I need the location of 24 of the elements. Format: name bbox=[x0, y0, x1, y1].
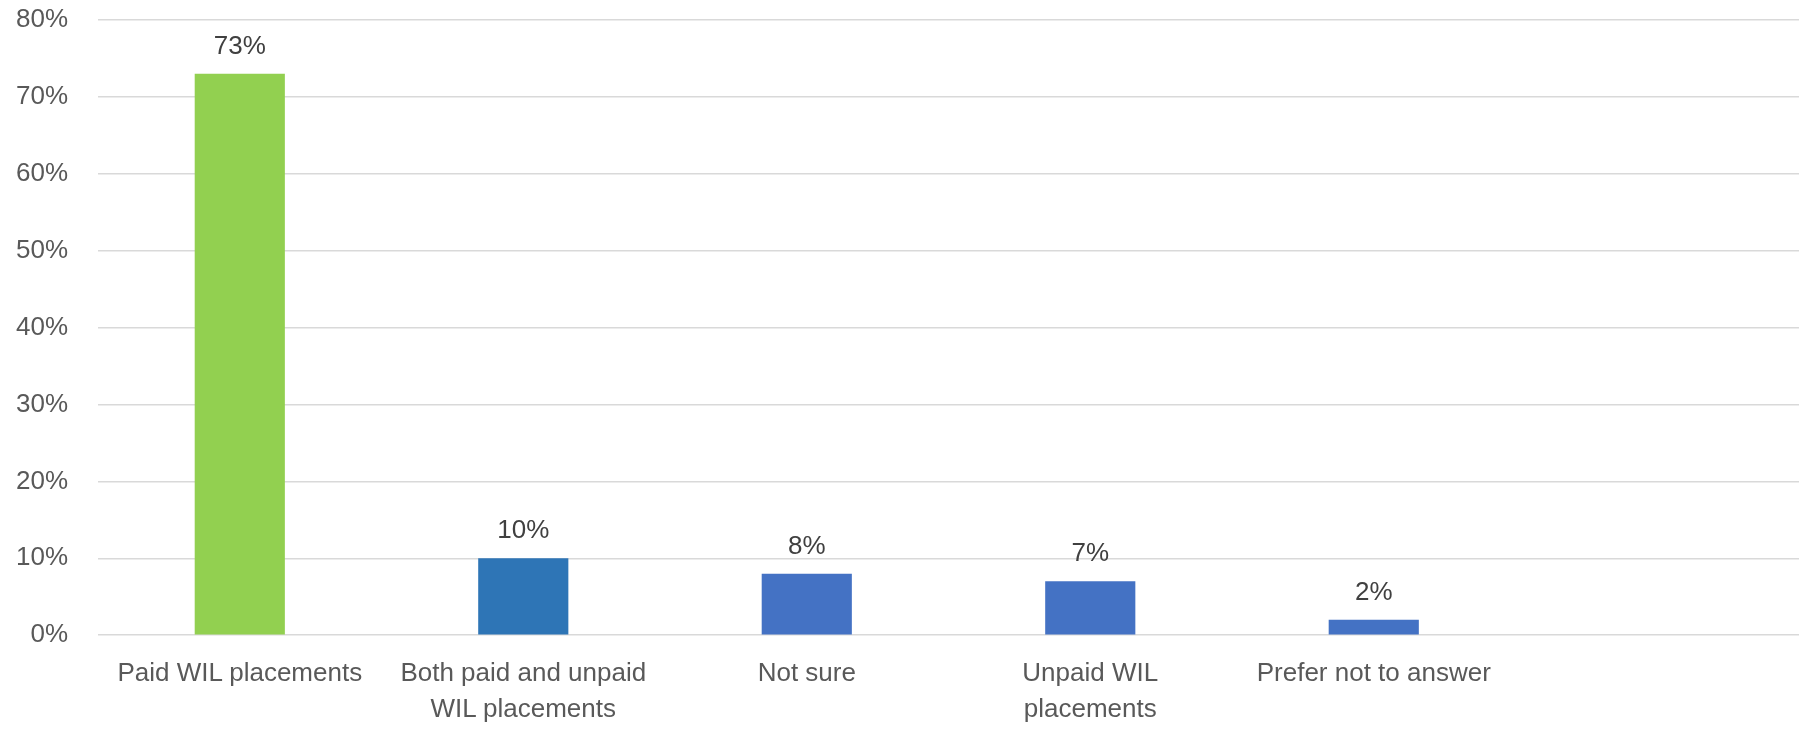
x-tick-label: Prefer not to answer bbox=[1256, 656, 1492, 687]
y-tick-label: 20% bbox=[15, 464, 69, 495]
y-tick-label: 80% bbox=[15, 3, 69, 34]
x-tick-label: Paid WIL placements bbox=[117, 656, 363, 687]
data-label: 8% bbox=[787, 529, 826, 560]
data-label: 73% bbox=[213, 29, 266, 60]
y-tick-label: 60% bbox=[15, 156, 69, 187]
x-tick-label: Both paid and unpaid WIL placements bbox=[400, 656, 647, 723]
x-tick-label: Not sure bbox=[757, 656, 856, 687]
y-tick-label: 40% bbox=[15, 310, 69, 341]
x-tick-label: Unpaid WIL placements bbox=[1022, 656, 1159, 723]
data-label: 10% bbox=[497, 514, 550, 545]
bar bbox=[761, 573, 852, 635]
y-tick-label: 70% bbox=[15, 80, 69, 111]
data-label: 2% bbox=[1354, 575, 1393, 606]
y-tick-label: 0% bbox=[30, 618, 69, 649]
y-tick-label: 10% bbox=[15, 541, 69, 572]
bar bbox=[1045, 581, 1136, 635]
y-tick-label: 50% bbox=[15, 233, 69, 264]
y-tick-label: 30% bbox=[15, 387, 69, 418]
bar bbox=[478, 558, 569, 635]
data-label: 7% bbox=[1071, 537, 1110, 568]
bar bbox=[1328, 619, 1419, 635]
bar bbox=[194, 73, 285, 635]
